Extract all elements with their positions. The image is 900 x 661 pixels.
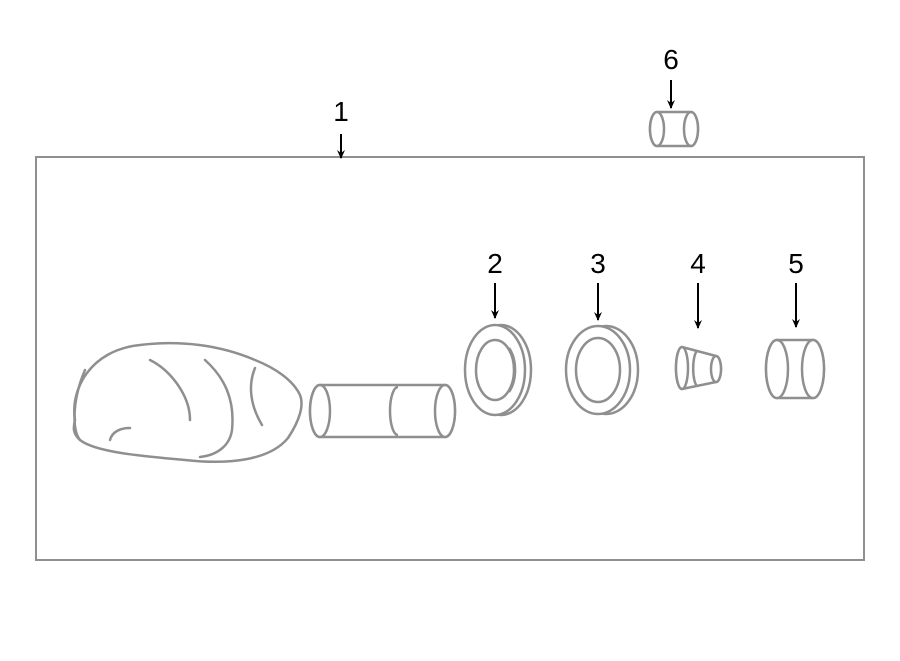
callout-label-6: 6 <box>663 44 679 76</box>
part-cap-5 <box>766 340 824 398</box>
part-cap-6 <box>650 112 698 146</box>
callout-label-2: 2 <box>487 248 503 280</box>
part-ring-2 <box>465 325 531 415</box>
callout-label-5: 5 <box>788 248 804 280</box>
callout-label-1: 1 <box>333 96 349 128</box>
callout-label-3: 3 <box>590 248 606 280</box>
part-grommet-3 <box>566 326 638 414</box>
callout-label-4: 4 <box>690 248 706 280</box>
part-nut-4 <box>676 347 721 389</box>
callout-arrows <box>341 80 796 328</box>
diagram-svg <box>0 0 900 661</box>
diagram-canvas: 1 2 3 4 5 6 <box>0 0 900 661</box>
part-sensor-body <box>74 343 302 462</box>
part-stem <box>310 385 455 437</box>
